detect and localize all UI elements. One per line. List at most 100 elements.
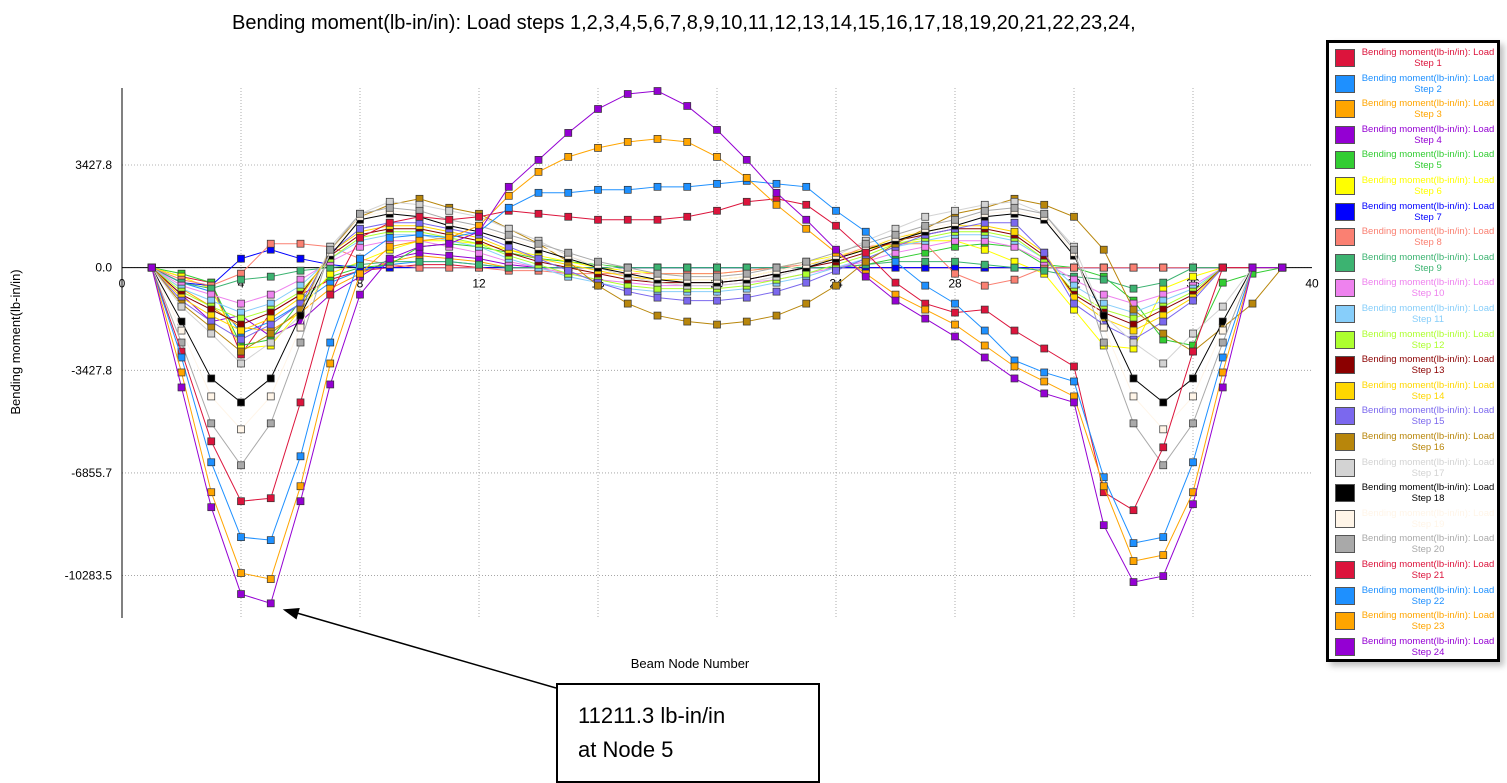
data-point <box>1218 317 1227 326</box>
data-point <box>772 263 781 272</box>
data-point <box>564 188 573 197</box>
data-point <box>296 239 305 248</box>
legend-label: Bending moment(lb-in/in): Load Step 13 <box>1361 354 1495 377</box>
data-point <box>921 281 930 290</box>
data-point <box>237 275 245 284</box>
legend-swatch <box>1335 279 1355 298</box>
data-point <box>266 329 275 338</box>
legend-label: Bending moment(lb-in/in): Load Step 15 <box>1361 405 1495 428</box>
data-point <box>921 305 930 314</box>
data-point <box>653 215 662 224</box>
legend-label: Bending moment(lb-in/in): Load Step 5 <box>1361 149 1495 172</box>
data-point <box>177 383 186 392</box>
legend-item: Bending moment(lb-in/in): Load Step 17 <box>1329 456 1497 482</box>
data-point <box>564 212 573 221</box>
data-point <box>980 245 989 254</box>
data-point <box>802 257 811 266</box>
data-point <box>980 281 989 290</box>
data-point <box>594 105 602 113</box>
data-point <box>653 293 662 302</box>
data-point <box>296 323 305 332</box>
data-point <box>266 320 275 329</box>
legend-label: Bending moment(lb-in/in): Load Step 2 <box>1361 72 1495 95</box>
data-point <box>891 296 900 305</box>
data-point <box>1070 362 1078 371</box>
data-point <box>832 281 840 290</box>
legend-item: Bending moment(lb-in/in): Load Step 9 <box>1329 251 1497 277</box>
legend-swatch <box>1335 535 1355 554</box>
data-point <box>296 497 305 506</box>
data-point <box>1278 263 1287 272</box>
legend-item: Bending moment(lb-in/in): Load Step 2 <box>1329 72 1497 98</box>
data-point <box>1040 377 1049 386</box>
data-point <box>891 257 900 266</box>
data-point <box>356 224 364 233</box>
chart-title: Bending moment(lb-in/in): Load steps 1,2… <box>232 12 1136 34</box>
data-point <box>1070 245 1078 254</box>
data-point <box>861 227 870 236</box>
legend-label: Bending moment(lb-in/in): Load Step 20 <box>1361 533 1495 556</box>
legend-swatch <box>1335 253 1355 272</box>
data-point <box>683 296 692 305</box>
data-point <box>266 392 275 401</box>
legend-item: Bending moment(lb-in/in): Load Step 20 <box>1329 532 1497 558</box>
data-point <box>951 332 959 341</box>
legend-label: Bending moment(lb-in/in): Load Step 6 <box>1361 175 1495 197</box>
data-point <box>237 590 245 598</box>
data-point <box>1099 338 1108 347</box>
x-tick-label: 8 <box>357 277 364 291</box>
data-point <box>1159 572 1168 580</box>
data-point <box>623 90 632 98</box>
data-point <box>356 209 364 218</box>
data-point <box>1010 374 1019 383</box>
data-point <box>415 257 424 266</box>
data-point <box>266 575 275 583</box>
data-point <box>653 269 662 278</box>
data-point <box>1099 323 1108 332</box>
data-point <box>1248 299 1257 308</box>
data-point <box>951 308 959 317</box>
legend-item: Bending moment(lb-in/in): Load Step 12 <box>1329 328 1497 354</box>
data-point <box>1159 425 1168 434</box>
series-line <box>151 213 1283 404</box>
data-point <box>266 599 275 608</box>
legend-swatch <box>1335 305 1355 323</box>
legend-label: Bending moment(lb-in/in): Load Step 24 <box>1361 635 1495 658</box>
legend-item: Bending moment(lb-in/in): Load Step 1 <box>1329 46 1497 72</box>
data-point <box>266 374 275 383</box>
data-point <box>772 287 781 296</box>
data-point <box>207 437 216 446</box>
data-point <box>177 368 186 377</box>
data-point <box>951 215 959 224</box>
legend-swatch <box>1335 177 1355 195</box>
data-point <box>1159 317 1168 326</box>
data-point <box>534 167 543 176</box>
data-point <box>1189 374 1197 383</box>
legend: Bending moment(lb-in/in): Load Step 1 Ben… <box>1326 40 1500 662</box>
data-point <box>177 353 186 362</box>
data-point <box>266 419 275 428</box>
data-point <box>207 419 216 428</box>
data-point <box>594 215 602 224</box>
data-point <box>1129 284 1138 293</box>
data-point <box>861 248 870 257</box>
legend-label: Bending moment(lb-in/in): Load Step 22 <box>1361 584 1495 607</box>
data-point <box>207 392 216 401</box>
data-point <box>445 239 454 248</box>
data-point <box>980 341 989 350</box>
data-point <box>326 380 335 389</box>
data-point <box>713 153 721 161</box>
legend-item: Bending moment(lb-in/in): Load Step 6 <box>1329 174 1497 200</box>
data-point <box>1040 344 1049 353</box>
y-tick-label: 3427.8 <box>75 158 112 172</box>
data-point <box>951 206 959 215</box>
data-point <box>1099 521 1108 530</box>
legend-label: Bending moment(lb-in/in): Load Step 12 <box>1361 328 1495 351</box>
legend-swatch <box>1335 586 1355 605</box>
data-point <box>832 245 840 254</box>
legend-label: Bending moment(lb-in/in): Load Step 7 <box>1361 200 1495 223</box>
data-point <box>147 263 156 272</box>
data-point <box>980 326 989 335</box>
arrow-head <box>282 608 300 620</box>
legend-item: Bending moment(lb-in/in): Load Step 14 <box>1329 379 1497 405</box>
